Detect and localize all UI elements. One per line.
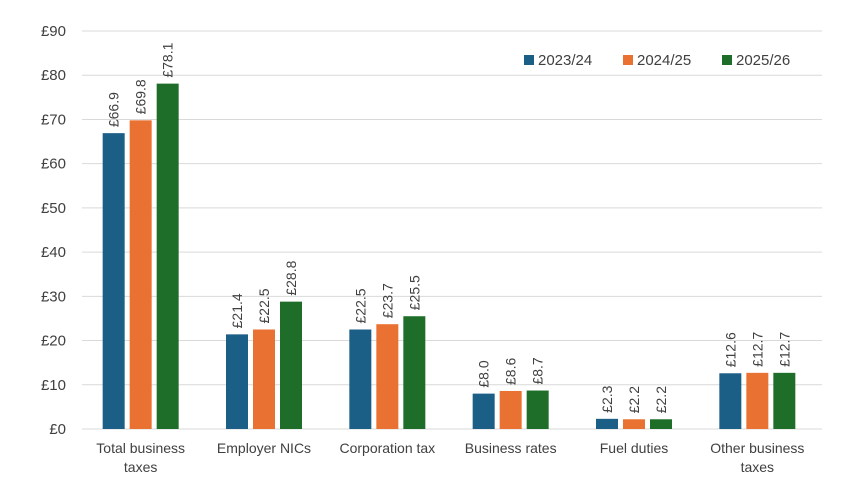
bar-2025-26 [650, 419, 672, 429]
category-label: Employer NICs [217, 440, 311, 456]
data-label: £66.9 [106, 92, 122, 127]
legend-label: 2025/26 [736, 52, 790, 69]
data-label: £22.5 [256, 288, 272, 323]
y-tick-label: £50 [41, 200, 66, 217]
data-label: £69.8 [133, 79, 149, 114]
bar-2024-25 [499, 390, 522, 429]
data-label: £21.4 [229, 293, 245, 328]
data-label: £12.7 [749, 332, 765, 367]
data-label: £22.5 [352, 288, 368, 323]
bar-2023-24 [349, 329, 372, 429]
data-label: £8.6 [503, 358, 519, 385]
bar-2024-25 [623, 419, 645, 429]
data-label: £23.7 [379, 283, 395, 318]
bar-2023-24 [472, 393, 495, 429]
data-label: £8.0 [476, 360, 492, 387]
data-label: £2.2 [653, 386, 669, 413]
bar-2025-26 [403, 316, 426, 429]
y-tick-label: £10 [41, 377, 66, 394]
y-tick-label: £60 [41, 156, 66, 173]
category-label: Fuel duties [600, 440, 668, 456]
data-label: £78.1 [160, 42, 176, 77]
data-label: £12.6 [722, 332, 738, 367]
y-tick-label: £90 [41, 23, 66, 40]
category-label: Other business taxes [710, 440, 804, 475]
x-axis-categories: Total business taxes Employer NICs Corporat… [96, 440, 804, 475]
y-axis-ticks: £0 £10 £20 £30 £40 £50 £60 £70 £80 £90 [41, 23, 66, 438]
y-tick-label: £40 [41, 244, 66, 261]
legend-swatch [623, 55, 633, 65]
bar-2023-24 [596, 418, 618, 429]
bar-2023-24 [719, 373, 742, 429]
legend-label: 2024/25 [637, 52, 691, 69]
bar-2024-25 [253, 329, 275, 429]
category-label: Total business taxes [96, 440, 185, 475]
data-label: £28.8 [283, 260, 299, 295]
category-label: Business rates [465, 440, 557, 456]
bar-2024-25 [129, 120, 152, 429]
y-tick-label: £80 [41, 67, 66, 84]
category-label: Corporation tax [339, 440, 435, 456]
legend-swatch [524, 55, 534, 65]
bar-2024-25 [376, 324, 399, 429]
bar-2025-26 [526, 390, 549, 429]
data-label: £25.5 [406, 275, 422, 310]
gridlines [82, 30, 822, 430]
y-tick-label: £20 [41, 333, 66, 350]
legend-label: 2023/24 [538, 52, 592, 69]
bar-2023-24 [102, 133, 125, 430]
legend: 2023/24 2024/25 2025/26 [524, 52, 790, 69]
data-label: £2.3 [599, 385, 615, 412]
bar-2024-25 [746, 372, 769, 429]
y-tick-label: £0 [49, 421, 66, 438]
bar-2025-26 [156, 83, 179, 429]
data-label: £2.2 [626, 386, 642, 413]
bars [102, 83, 796, 430]
data-label: £8.7 [530, 357, 546, 384]
bar-2023-24 [226, 334, 248, 429]
bar-2025-26 [280, 301, 302, 429]
data-label: £12.7 [776, 332, 792, 367]
y-tick-label: £30 [41, 288, 66, 305]
legend-swatch [722, 55, 732, 65]
data-labels: £66.9 £69.8 £78.1 £21.4 £22.5 £28.8 £22.5 £23.7… [106, 42, 793, 413]
y-tick-label: £70 [41, 111, 66, 128]
bar-2025-26 [773, 372, 796, 429]
